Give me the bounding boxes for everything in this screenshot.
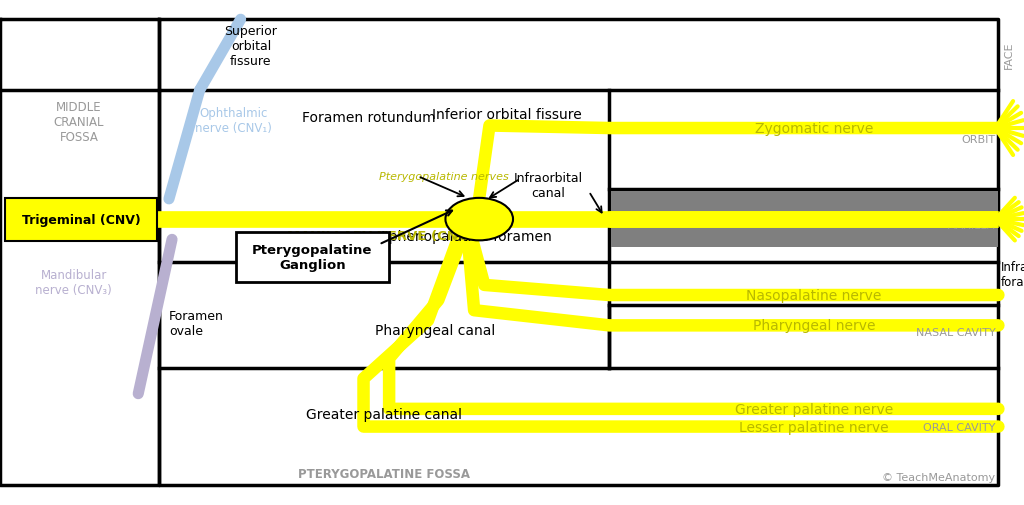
- Text: Infraorbital
foramen: Infraorbital foramen: [1000, 260, 1024, 288]
- Text: Greater palatine nerve: Greater palatine nerve: [735, 402, 893, 416]
- Ellipse shape: [445, 198, 513, 241]
- Text: Sphenopalatine foramen: Sphenopalatine foramen: [380, 229, 552, 243]
- Text: Pharyngeal canal: Pharyngeal canal: [375, 324, 496, 338]
- Text: Nasopalatine nerve: Nasopalatine nerve: [746, 288, 882, 302]
- Bar: [5, 198, 157, 241]
- Text: Superior
orbital
fissure: Superior orbital fissure: [224, 25, 278, 68]
- Text: Inferior orbital fissure: Inferior orbital fissure: [432, 108, 582, 122]
- Bar: [236, 232, 389, 283]
- Text: Zygomatic nerve: Zygomatic nerve: [755, 122, 873, 136]
- Text: Foramen rotundum: Foramen rotundum: [302, 111, 435, 125]
- Text: Mandibular
nerve (CNV₃): Mandibular nerve (CNV₃): [36, 269, 112, 297]
- Text: Infraorbital nerve: Infraorbital nerve: [728, 212, 880, 227]
- Text: MAXILLA: MAXILLA: [947, 221, 995, 231]
- Text: ORAL CAVITY: ORAL CAVITY: [923, 422, 995, 432]
- Text: Pterygopalatine nerves: Pterygopalatine nerves: [379, 172, 509, 182]
- Text: MIDDLE
CRANIAL
FOSSA: MIDDLE CRANIAL FOSSA: [53, 101, 104, 144]
- Text: Pharyngeal nerve: Pharyngeal nerve: [753, 319, 876, 333]
- Text: ORBIT: ORBIT: [962, 135, 995, 145]
- Text: Foramen
ovale: Foramen ovale: [169, 309, 224, 337]
- Text: © TeachMeAnatomy: © TeachMeAnatomy: [883, 472, 995, 482]
- Text: Trigeminal (CNV): Trigeminal (CNV): [22, 213, 140, 226]
- Text: FACE: FACE: [1004, 42, 1014, 69]
- Text: Infraorbital
canal: Infraorbital canal: [513, 172, 583, 199]
- Text: PTERYGOPALATINE FOSSA: PTERYGOPALATINE FOSSA: [298, 467, 470, 480]
- Text: Ophthalmic
nerve (CNV₁): Ophthalmic nerve (CNV₁): [195, 107, 272, 135]
- Text: MAXILLARY NERVE (CNV₂): MAXILLARY NERVE (CNV₂): [287, 230, 480, 243]
- Bar: [611, 192, 998, 247]
- Text: NASAL CAVITY: NASAL CAVITY: [915, 327, 995, 337]
- Text: Lesser palatine nerve: Lesser palatine nerve: [739, 420, 889, 434]
- Text: Greater palatine canal: Greater palatine canal: [306, 407, 462, 421]
- Text: Pterygopalatine
Ganglion: Pterygopalatine Ganglion: [252, 243, 373, 272]
